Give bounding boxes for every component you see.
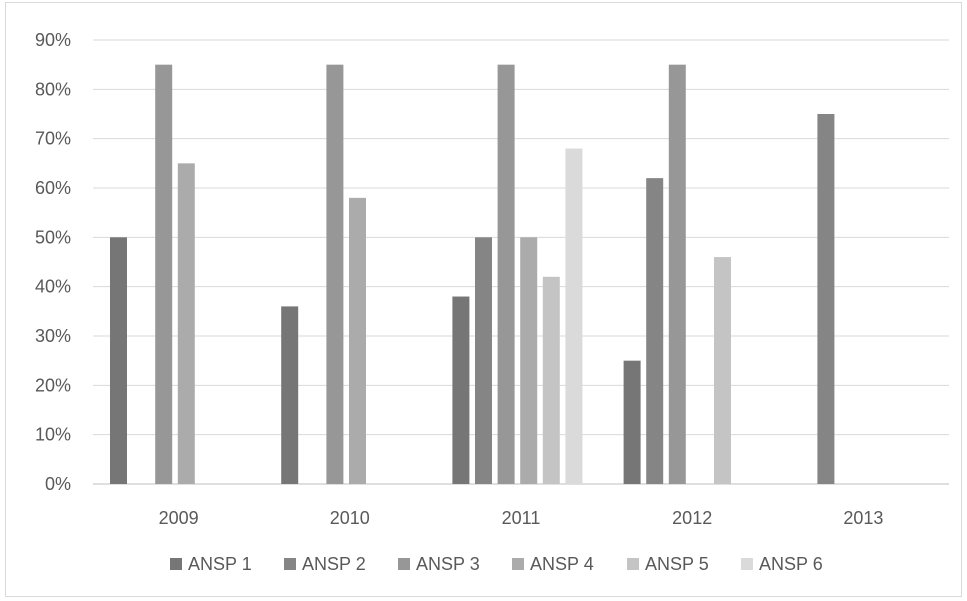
bar-ansp-2-2012 bbox=[646, 178, 664, 484]
legend-swatch-ansp-1 bbox=[170, 558, 182, 570]
bar-ansp-3-2010 bbox=[326, 64, 344, 485]
x-tick-label: 2009 bbox=[159, 508, 199, 528]
bar-ansp-5-2012 bbox=[714, 257, 731, 484]
x-tick-label: 2010 bbox=[330, 508, 370, 528]
bar-ansp-2-2011 bbox=[475, 237, 492, 484]
bar-ansp-6-2011 bbox=[565, 148, 583, 485]
legend-label: ANSP 2 bbox=[302, 554, 366, 574]
legend-swatch-ansp-6 bbox=[741, 558, 753, 570]
bar-ansp-3-2011 bbox=[497, 64, 515, 485]
x-tick-label: 2013 bbox=[843, 508, 883, 528]
bar-ansp-1-2009 bbox=[110, 237, 127, 484]
bar-ansp-4-2011 bbox=[520, 237, 538, 484]
y-tick-label: 70% bbox=[35, 129, 71, 149]
legend-label: ANSP 4 bbox=[530, 554, 594, 574]
bar-ansp-2-2013 bbox=[817, 114, 835, 484]
x-tick-label: 2012 bbox=[672, 508, 712, 528]
legend-label: ANSP 1 bbox=[188, 554, 252, 574]
y-tick-label: 60% bbox=[35, 178, 71, 198]
legend-label: ANSP 5 bbox=[645, 554, 709, 574]
bar-ansp-4-2010 bbox=[349, 197, 366, 484]
y-tick-label: 0% bbox=[45, 474, 71, 494]
legend-label: ANSP 6 bbox=[759, 554, 823, 574]
x-tick-label: 2011 bbox=[502, 508, 541, 528]
bar-ansp-1-2011 bbox=[452, 296, 470, 484]
y-tick-label: 40% bbox=[35, 277, 71, 297]
bar-ansp-1-2010 bbox=[281, 306, 299, 484]
bar-ansp-5-2011 bbox=[542, 276, 560, 484]
y-tick-label: 20% bbox=[35, 375, 71, 395]
y-tick-label: 50% bbox=[35, 227, 71, 247]
y-tick-label: 90% bbox=[35, 30, 71, 50]
legend-swatch-ansp-2 bbox=[284, 558, 296, 570]
legend-swatch-ansp-4 bbox=[512, 558, 524, 570]
legend-swatch-ansp-5 bbox=[627, 558, 639, 570]
y-tick-label: 10% bbox=[35, 425, 71, 445]
y-tick-label: 80% bbox=[35, 79, 71, 99]
y-tick-label: 30% bbox=[35, 326, 71, 346]
bar-ansp-3-2009 bbox=[155, 64, 173, 485]
bar-ansp-3-2012 bbox=[668, 64, 686, 485]
bar-ansp-1-2012 bbox=[623, 360, 641, 484]
legend-label: ANSP 3 bbox=[416, 554, 480, 574]
bar-ansp-4-2009 bbox=[177, 163, 195, 485]
legend-swatch-ansp-3 bbox=[398, 558, 410, 570]
